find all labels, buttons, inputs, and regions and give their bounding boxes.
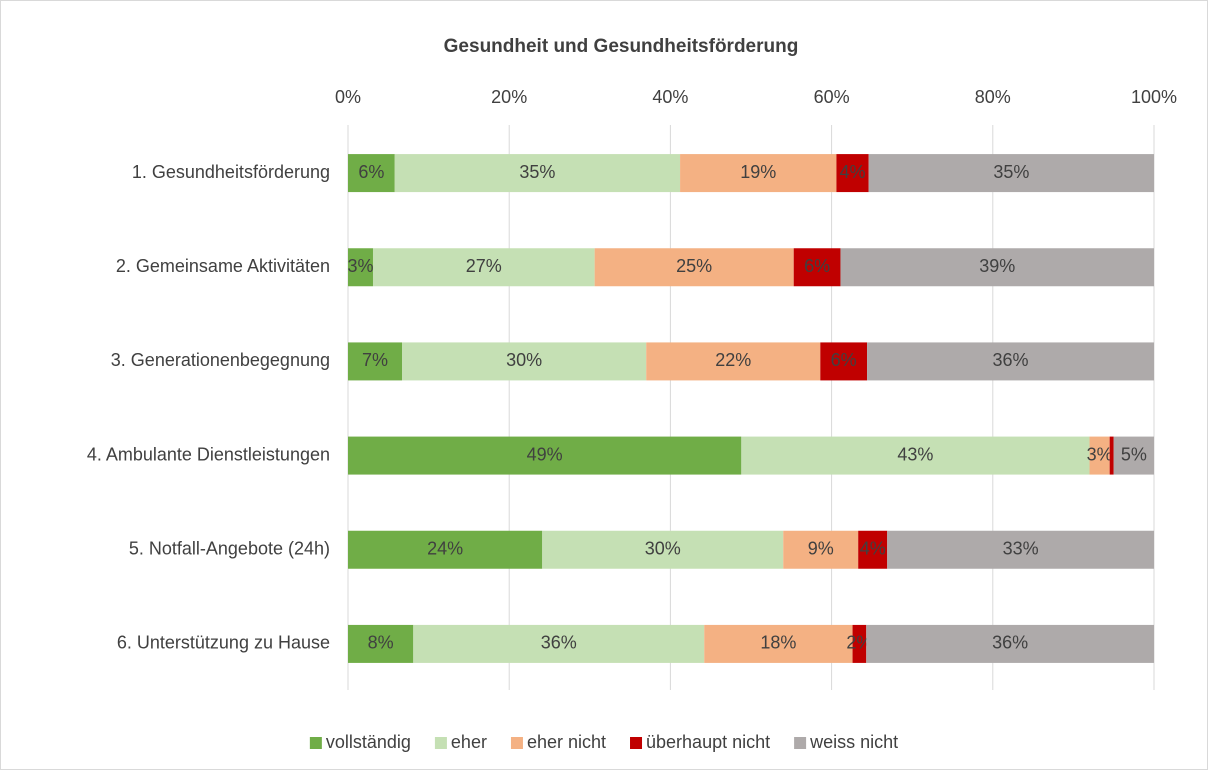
bar-segment <box>594 248 794 287</box>
bar-segment <box>348 248 373 287</box>
bar-segment <box>867 342 1154 381</box>
data-label: 35% <box>519 162 555 182</box>
bar-segment <box>394 154 681 193</box>
bar-segment <box>372 248 595 287</box>
data-label: 2% <box>846 633 872 653</box>
legend-swatch <box>630 737 643 749</box>
legend-item: vollständig <box>309 732 411 752</box>
legend-swatch <box>434 737 447 749</box>
data-label: 9% <box>808 539 834 559</box>
legend-label: überhaupt nicht <box>646 732 770 752</box>
x-tick-label: 20% <box>491 87 527 107</box>
bar-segment <box>887 530 1154 569</box>
x-tick-label: 80% <box>975 87 1011 107</box>
legend-swatch <box>794 737 807 749</box>
data-label: 30% <box>506 350 542 370</box>
data-label: 36% <box>993 350 1029 370</box>
data-label: 27% <box>466 256 502 276</box>
bar-segment <box>741 436 1090 475</box>
bar-segment <box>836 154 869 193</box>
y-tick-label: 2. Gemeinsame Aktivitäten <box>116 256 330 276</box>
bar-segment <box>704 624 853 663</box>
bar-segment <box>680 154 837 193</box>
data-label: 33% <box>1003 539 1039 559</box>
y-tick-label: 6. Unterstützung zu Hause <box>117 633 330 653</box>
legend-swatch <box>510 737 523 749</box>
y-tick-label: 1. Gesundheitsförderung <box>132 162 330 182</box>
bar-segment <box>413 624 705 663</box>
legend-item: weiss nicht <box>794 732 898 752</box>
legend-swatch <box>309 737 322 749</box>
legend-label: vollständig <box>326 732 411 752</box>
x-tick-label: 40% <box>652 87 688 107</box>
x-tick-label: 0% <box>335 87 361 107</box>
data-label: 24% <box>427 539 463 559</box>
data-label: 6% <box>804 256 830 276</box>
data-label: 6% <box>831 350 857 370</box>
legend-item: eher <box>434 732 487 752</box>
data-label: 25% <box>676 256 712 276</box>
chart-title: Gesundheit und Gesundheitsförderung <box>444 36 799 57</box>
y-tick-label: 5. Notfall-Angebote (24h) <box>129 539 330 559</box>
data-label: 5% <box>1121 444 1147 464</box>
data-label: 4% <box>860 539 886 559</box>
data-label: 43% <box>897 444 933 464</box>
bar-segment <box>866 624 1154 663</box>
y-tick-label: 4. Ambulante Dienstleistungen <box>87 444 330 464</box>
data-label: 36% <box>541 633 577 653</box>
data-label: 3% <box>1087 444 1113 464</box>
x-tick-label: 60% <box>814 87 850 107</box>
data-label: 36% <box>992 633 1028 653</box>
bar-segment <box>783 530 859 569</box>
data-label: 7% <box>362 350 388 370</box>
data-label: 6% <box>358 162 384 182</box>
bar-segment <box>348 624 414 663</box>
bar-segment <box>402 342 647 381</box>
legend-label: weiss nicht <box>809 732 898 752</box>
data-label: 39% <box>979 256 1015 276</box>
data-label: 19% <box>740 162 776 182</box>
bar-segment <box>852 624 867 663</box>
bar-segment <box>1089 436 1110 475</box>
legend-label: eher nicht <box>527 732 606 752</box>
bar-segment <box>793 248 841 287</box>
legend-label: eher <box>451 732 487 752</box>
legend-item: überhaupt nicht <box>630 732 770 752</box>
bar-segment <box>820 342 868 381</box>
bar-segment <box>1113 436 1154 475</box>
data-label: 3% <box>347 256 373 276</box>
bar-segment <box>348 530 543 569</box>
bar-segment <box>858 530 888 569</box>
bar-segment <box>646 342 821 381</box>
y-tick-label: 3. Generationenbegegnung <box>111 350 330 370</box>
data-label: 22% <box>715 350 751 370</box>
data-label: 18% <box>760 633 796 653</box>
data-label: 35% <box>993 162 1029 182</box>
bar-segment <box>1109 436 1114 475</box>
bar-segment <box>840 248 1154 287</box>
legend-item: eher nicht <box>510 732 606 752</box>
x-tick-label: 100% <box>1131 87 1177 107</box>
data-label: 8% <box>368 633 394 653</box>
bar-segment <box>348 154 395 193</box>
data-label: 49% <box>527 444 563 464</box>
data-label: 30% <box>645 539 681 559</box>
bar-segment <box>542 530 784 569</box>
bar-segment <box>868 154 1154 193</box>
bar-segment <box>348 342 403 381</box>
bar-segment <box>348 436 742 475</box>
data-label: 4% <box>840 162 866 182</box>
